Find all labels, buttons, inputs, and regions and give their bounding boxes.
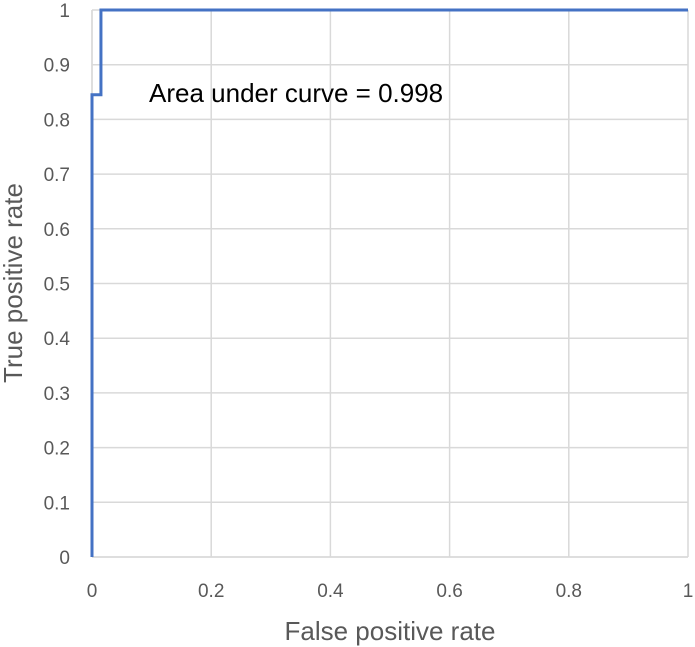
- y-tick-label-10: 1: [59, 1, 70, 22]
- y-tick-label-2: 0.2: [44, 439, 70, 460]
- y-tick-label-4: 0.4: [44, 329, 71, 350]
- y-tick-label-3: 0.3: [44, 384, 70, 405]
- y-tick-label-7: 0.7: [44, 165, 70, 186]
- x-tick-label-3: 0.6: [436, 581, 462, 602]
- y-tick-label-9: 0.9: [44, 56, 70, 77]
- y-tick-label-6: 0.6: [44, 220, 70, 241]
- x-tick-label-1: 0.2: [198, 581, 224, 602]
- y-tick-label-1: 0.1: [44, 493, 70, 514]
- y-tick-label-5: 0.5: [44, 275, 70, 296]
- x-axis-title: False positive rate: [285, 616, 496, 646]
- y-axis-title: True positive rate: [0, 183, 28, 383]
- auc-annotation: Area under curve = 0.998: [149, 78, 443, 108]
- y-tick-label-8: 0.8: [44, 110, 70, 131]
- x-tick-label-0: 0: [87, 581, 98, 602]
- x-tick-label-4: 0.8: [556, 581, 582, 602]
- x-tick-label-5: 1: [683, 581, 694, 602]
- x-tick-label-2: 0.4: [317, 581, 344, 602]
- tick-labels: 0 0.2 0.4 0.6 0.8 1 0 0.1 0.2 0.3 0.4 0.5 0.6 0.7 0.8 0…: [44, 1, 694, 602]
- y-tick-label-0: 0: [59, 548, 70, 569]
- roc-curve-line-0: [90, 8, 688, 557]
- series-layer: [90, 8, 688, 557]
